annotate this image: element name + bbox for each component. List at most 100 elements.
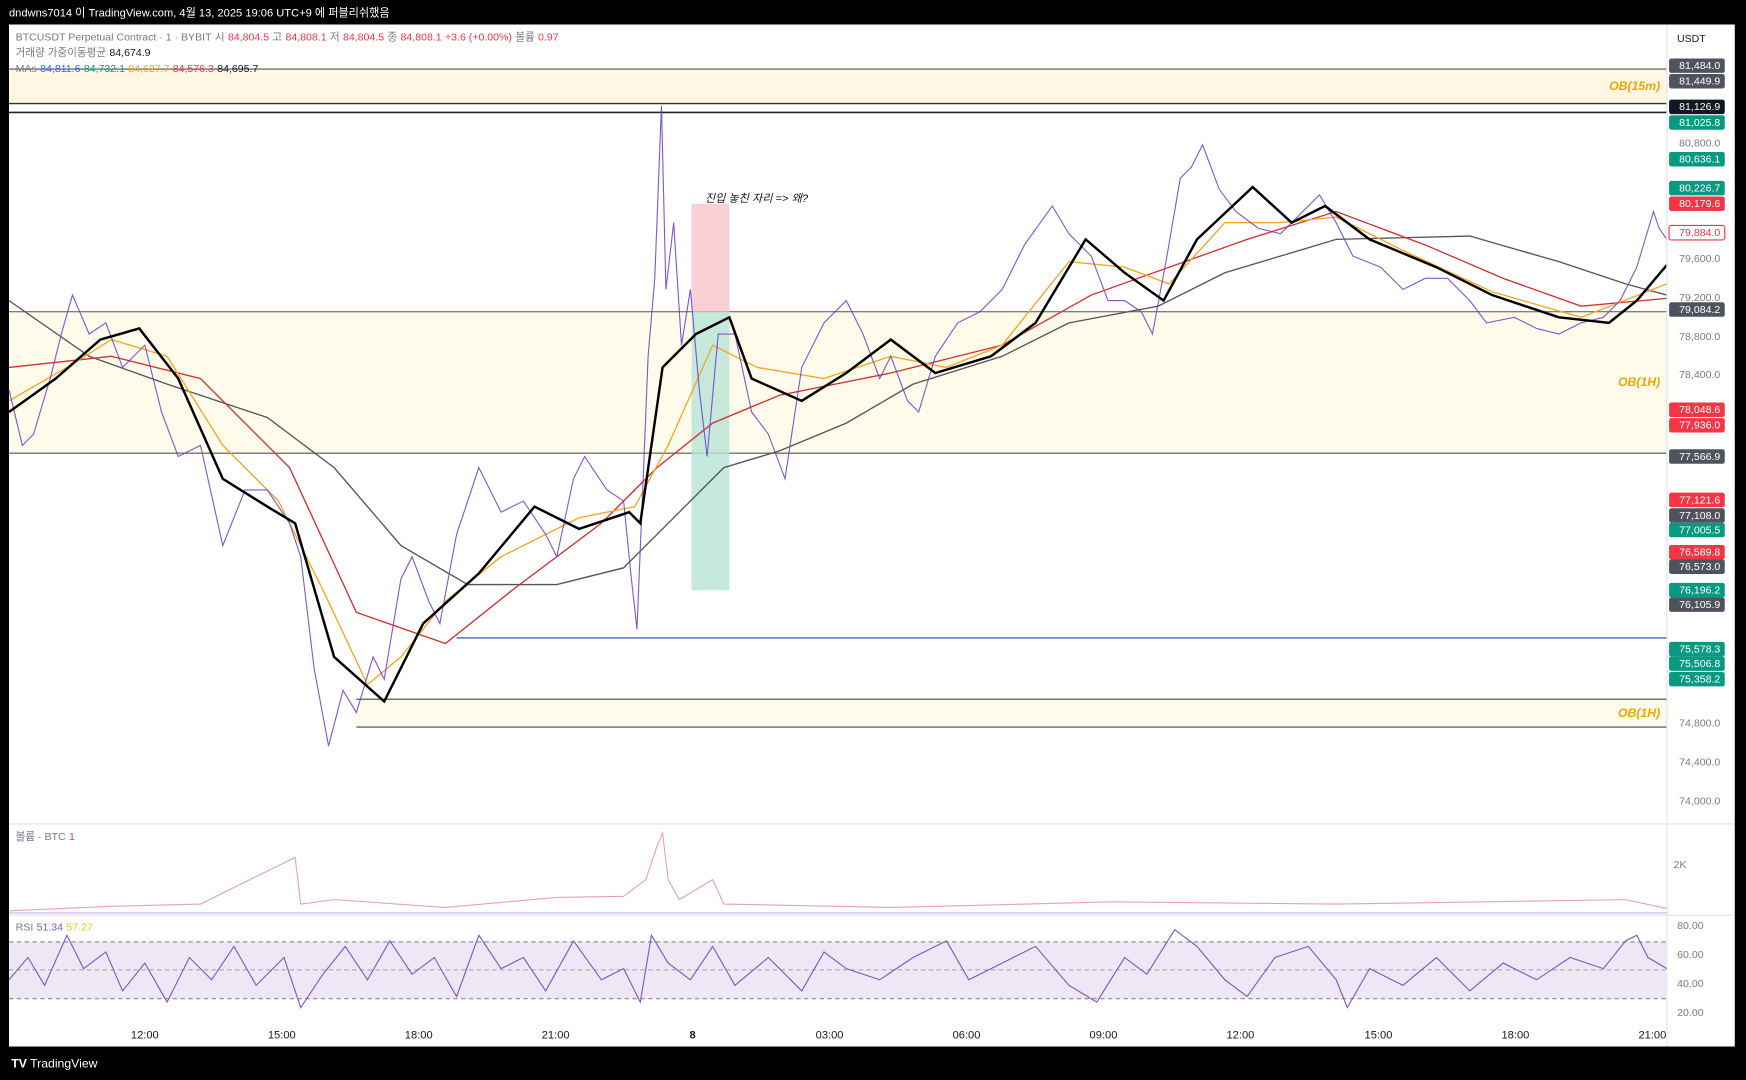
price-tag-label: 76,105.9 bbox=[1679, 599, 1720, 611]
price-tag bbox=[1669, 58, 1725, 73]
price-tag bbox=[1669, 180, 1725, 196]
price-tag-label: 81,126.9 bbox=[1679, 101, 1720, 113]
price-tag-label: 77,121.6 bbox=[1679, 494, 1720, 506]
time-label: 8 bbox=[690, 1029, 696, 1041]
ohlc-label: 고 bbox=[272, 32, 282, 44]
price-label: 79,600.0 bbox=[1679, 253, 1720, 265]
price-tag-label: 80,179.6 bbox=[1679, 198, 1720, 210]
rsi-band bbox=[9, 941, 1667, 999]
price-tag bbox=[1669, 522, 1725, 538]
price-tag-label: 77,936.0 bbox=[1679, 420, 1720, 432]
price-label: 79,200.0 bbox=[1679, 292, 1720, 304]
symbol: BTCUSDT Perpetual Contract · 1 · BYBIT bbox=[16, 32, 212, 44]
annotation: 진입 놓친 자리 => 왜? bbox=[705, 192, 809, 205]
price-tag bbox=[1669, 545, 1725, 560]
price-tag-label: 79,884.0 bbox=[1679, 227, 1720, 239]
vwma-label: 거래량 가중이동평균 bbox=[16, 47, 107, 59]
volume-pane-label: 볼륨 · BTC bbox=[16, 831, 66, 843]
price-tag-label: 76,196.2 bbox=[1679, 584, 1720, 596]
zone-label: OB(1H) bbox=[1618, 706, 1660, 720]
price-tag bbox=[1669, 492, 1725, 508]
ma-value: 84,576.3 bbox=[173, 63, 214, 75]
price-label: 74,400.0 bbox=[1679, 756, 1720, 768]
price-tag-label: 75,358.2 bbox=[1679, 674, 1720, 686]
time-label: 18:00 bbox=[1502, 1029, 1530, 1041]
time-label: 12:00 bbox=[1227, 1029, 1255, 1041]
price-label: 78,800.0 bbox=[1679, 331, 1720, 343]
price-tag-label: 76,589.8 bbox=[1679, 547, 1720, 559]
price-tag bbox=[1669, 641, 1725, 657]
rsi-signal: 57.27 bbox=[66, 921, 93, 933]
price-label: 74,800.0 bbox=[1679, 718, 1720, 730]
price-tag-label: 80,636.1 bbox=[1679, 154, 1720, 166]
vwma-value: 84,674.9 bbox=[109, 47, 150, 59]
ohlc-label: 시 bbox=[215, 32, 225, 44]
volume-value: 0.97 bbox=[538, 32, 559, 44]
time-label: 21:00 bbox=[1638, 1029, 1666, 1041]
price-tag-label: 78,048.6 bbox=[1679, 404, 1720, 416]
price-tag bbox=[1669, 671, 1725, 687]
footer bbox=[0, 1046, 1746, 1080]
ma-value: 84,732.1 bbox=[84, 63, 125, 75]
ma-line bbox=[8, 210, 1667, 645]
price-tag bbox=[1669, 582, 1725, 598]
rsi-axis-label: 20.00 bbox=[1677, 1007, 1704, 1019]
rsi-line bbox=[8, 928, 1668, 1009]
publish-info: dndwns7014 이 TradingView.com, 4월 13, 202… bbox=[9, 6, 390, 19]
price-tag bbox=[1669, 418, 1725, 433]
price-tag bbox=[1669, 508, 1725, 523]
ob-zone bbox=[9, 69, 1667, 104]
price-tag-label: 81,449.9 bbox=[1679, 76, 1720, 88]
price-label: 78,400.0 bbox=[1679, 369, 1720, 381]
price-tag bbox=[1669, 151, 1725, 167]
price-label: 74,000.0 bbox=[1679, 795, 1720, 807]
price-tag bbox=[1669, 115, 1725, 130]
ma-line bbox=[8, 185, 1668, 704]
price-tag-label: 77,566.9 bbox=[1679, 451, 1720, 463]
price-tag-label: 81,025.8 bbox=[1679, 117, 1720, 129]
currency: USDT bbox=[1677, 33, 1706, 45]
price-label: 80,800.0 bbox=[1679, 137, 1720, 149]
volume-bars bbox=[8, 830, 1667, 912]
price-tag-label: 81,484.0 bbox=[1679, 60, 1720, 72]
ohlc-value: 84,808.1 bbox=[401, 32, 442, 44]
time-label: 21:00 bbox=[542, 1029, 570, 1041]
price-tag-label: 80,226.7 bbox=[1679, 183, 1720, 195]
chart-area bbox=[9, 24, 1735, 1047]
price-tag-label: 77,005.5 bbox=[1679, 524, 1720, 536]
rsi-value: 51.34 bbox=[37, 921, 64, 933]
volume-pane-value: 1 bbox=[69, 831, 75, 843]
time-label: 18:00 bbox=[405, 1029, 433, 1041]
time-label: 09:00 bbox=[1090, 1029, 1118, 1041]
ma-value: 84,811.6 bbox=[40, 63, 80, 75]
rsi-axis-label: 80.00 bbox=[1677, 920, 1704, 932]
time-label: 15:00 bbox=[268, 1029, 296, 1041]
rsi-label: RSI bbox=[16, 921, 34, 933]
price-tag-label: 75,506.8 bbox=[1679, 658, 1720, 670]
footer-brand: TradingView bbox=[30, 1057, 97, 1071]
ohlc-label: 저 bbox=[330, 32, 340, 44]
price-tag bbox=[1669, 302, 1725, 317]
zone-label: OB(1H) bbox=[1618, 375, 1660, 389]
price-tag bbox=[1669, 449, 1725, 464]
mas-label: MAs bbox=[16, 63, 37, 75]
price-tag-label: 77,108.0 bbox=[1679, 510, 1720, 522]
price-tag bbox=[1669, 402, 1725, 417]
time-label: 06:00 bbox=[953, 1029, 981, 1041]
change: +3.6 (+0.00%) bbox=[445, 32, 512, 44]
price-tag bbox=[1669, 99, 1725, 115]
price-tag bbox=[1669, 196, 1725, 211]
price-tag bbox=[1668, 224, 1726, 241]
ohlc-label: 종 bbox=[387, 32, 397, 44]
footer-logo: TV bbox=[11, 1057, 27, 1071]
price-tag bbox=[1669, 74, 1725, 89]
ohlc-value: 84,808.1 bbox=[285, 32, 326, 44]
price-tag-label: 79,084.2 bbox=[1679, 304, 1720, 316]
rsi-axis-label: 40.00 bbox=[1677, 978, 1704, 990]
price-tag bbox=[1669, 559, 1725, 574]
ma-value: 84,695.7 bbox=[217, 63, 258, 75]
time-label: 15:00 bbox=[1365, 1029, 1393, 1041]
ob-zone bbox=[9, 311, 1667, 454]
